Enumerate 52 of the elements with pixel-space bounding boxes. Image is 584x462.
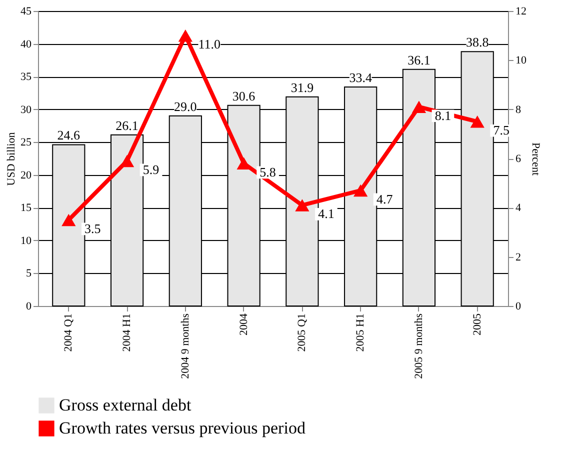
y2-tick-label: 10 [516,54,527,67]
x-tick-label: 2004 [238,313,250,336]
y-tick-label: 45 [20,6,32,18]
data-label: 24.6 [57,128,81,143]
data-label: 26.1 [116,118,138,133]
data-label: 8.1 [434,108,452,123]
y-tick-label: 30 [20,104,32,116]
y-tick-label: 25 [20,136,32,149]
data-label: 31.9 [290,80,314,95]
y-axis-title: USD billion [6,132,18,186]
data-label: 5.8 [260,164,276,180]
y2-tick-label: 12 [516,6,526,18]
data-label: 3.5 [84,220,101,236]
y2-tick-label: 2 [516,251,521,264]
data-label: 36.1 [408,52,430,68]
data-label: 38.8 [466,34,489,50]
x-tick-label: 2004 9 months [179,314,192,379]
x-tick-label: 2005 9 months [412,314,425,379]
y2-tick-label: 6 [516,153,522,165]
point [236,157,251,170]
point [178,29,192,42]
y-tick-label: 0 [26,300,32,312]
data-label: 33.4 [349,70,372,86]
point [470,116,484,128]
data-label: 30.6 [232,88,256,104]
y2-axis-title: Percent [530,142,542,176]
y2-tick-label: 8 [516,104,522,116]
data-label: 4.1 [318,206,334,222]
y-tick-label: 20 [20,169,32,182]
point [412,100,426,113]
y-tick-label: 35 [20,71,32,84]
x-tick-label: 2005 H1 [354,314,367,352]
x-tick-label: 2004 H1 [121,314,134,352]
point [62,214,76,226]
y-tick-label: 10 [20,234,32,247]
data-label: 4.7 [376,191,394,206]
legend-label: Gross external debt [59,396,192,414]
data-label: 11.0 [198,36,221,52]
y-tick-label: 40 [20,38,32,50]
data-label: 5.9 [142,162,160,177]
x-tick-label: 2005 [471,313,484,336]
point [295,199,310,212]
data-label: 7.5 [493,122,510,138]
x-tick-label: 2004 Q1 [62,314,75,352]
y-tick-label: 15 [20,202,32,214]
legend-label: Growth rates versus previous period [59,418,306,438]
data-label: 29.0 [174,98,197,114]
y2-tick-label: 0 [516,300,522,312]
y2-tick-label: 4 [516,202,522,214]
point [354,184,368,197]
x-tick-label: 2005 Q1 [296,314,308,352]
y-tick-label: 5 [26,268,32,280]
